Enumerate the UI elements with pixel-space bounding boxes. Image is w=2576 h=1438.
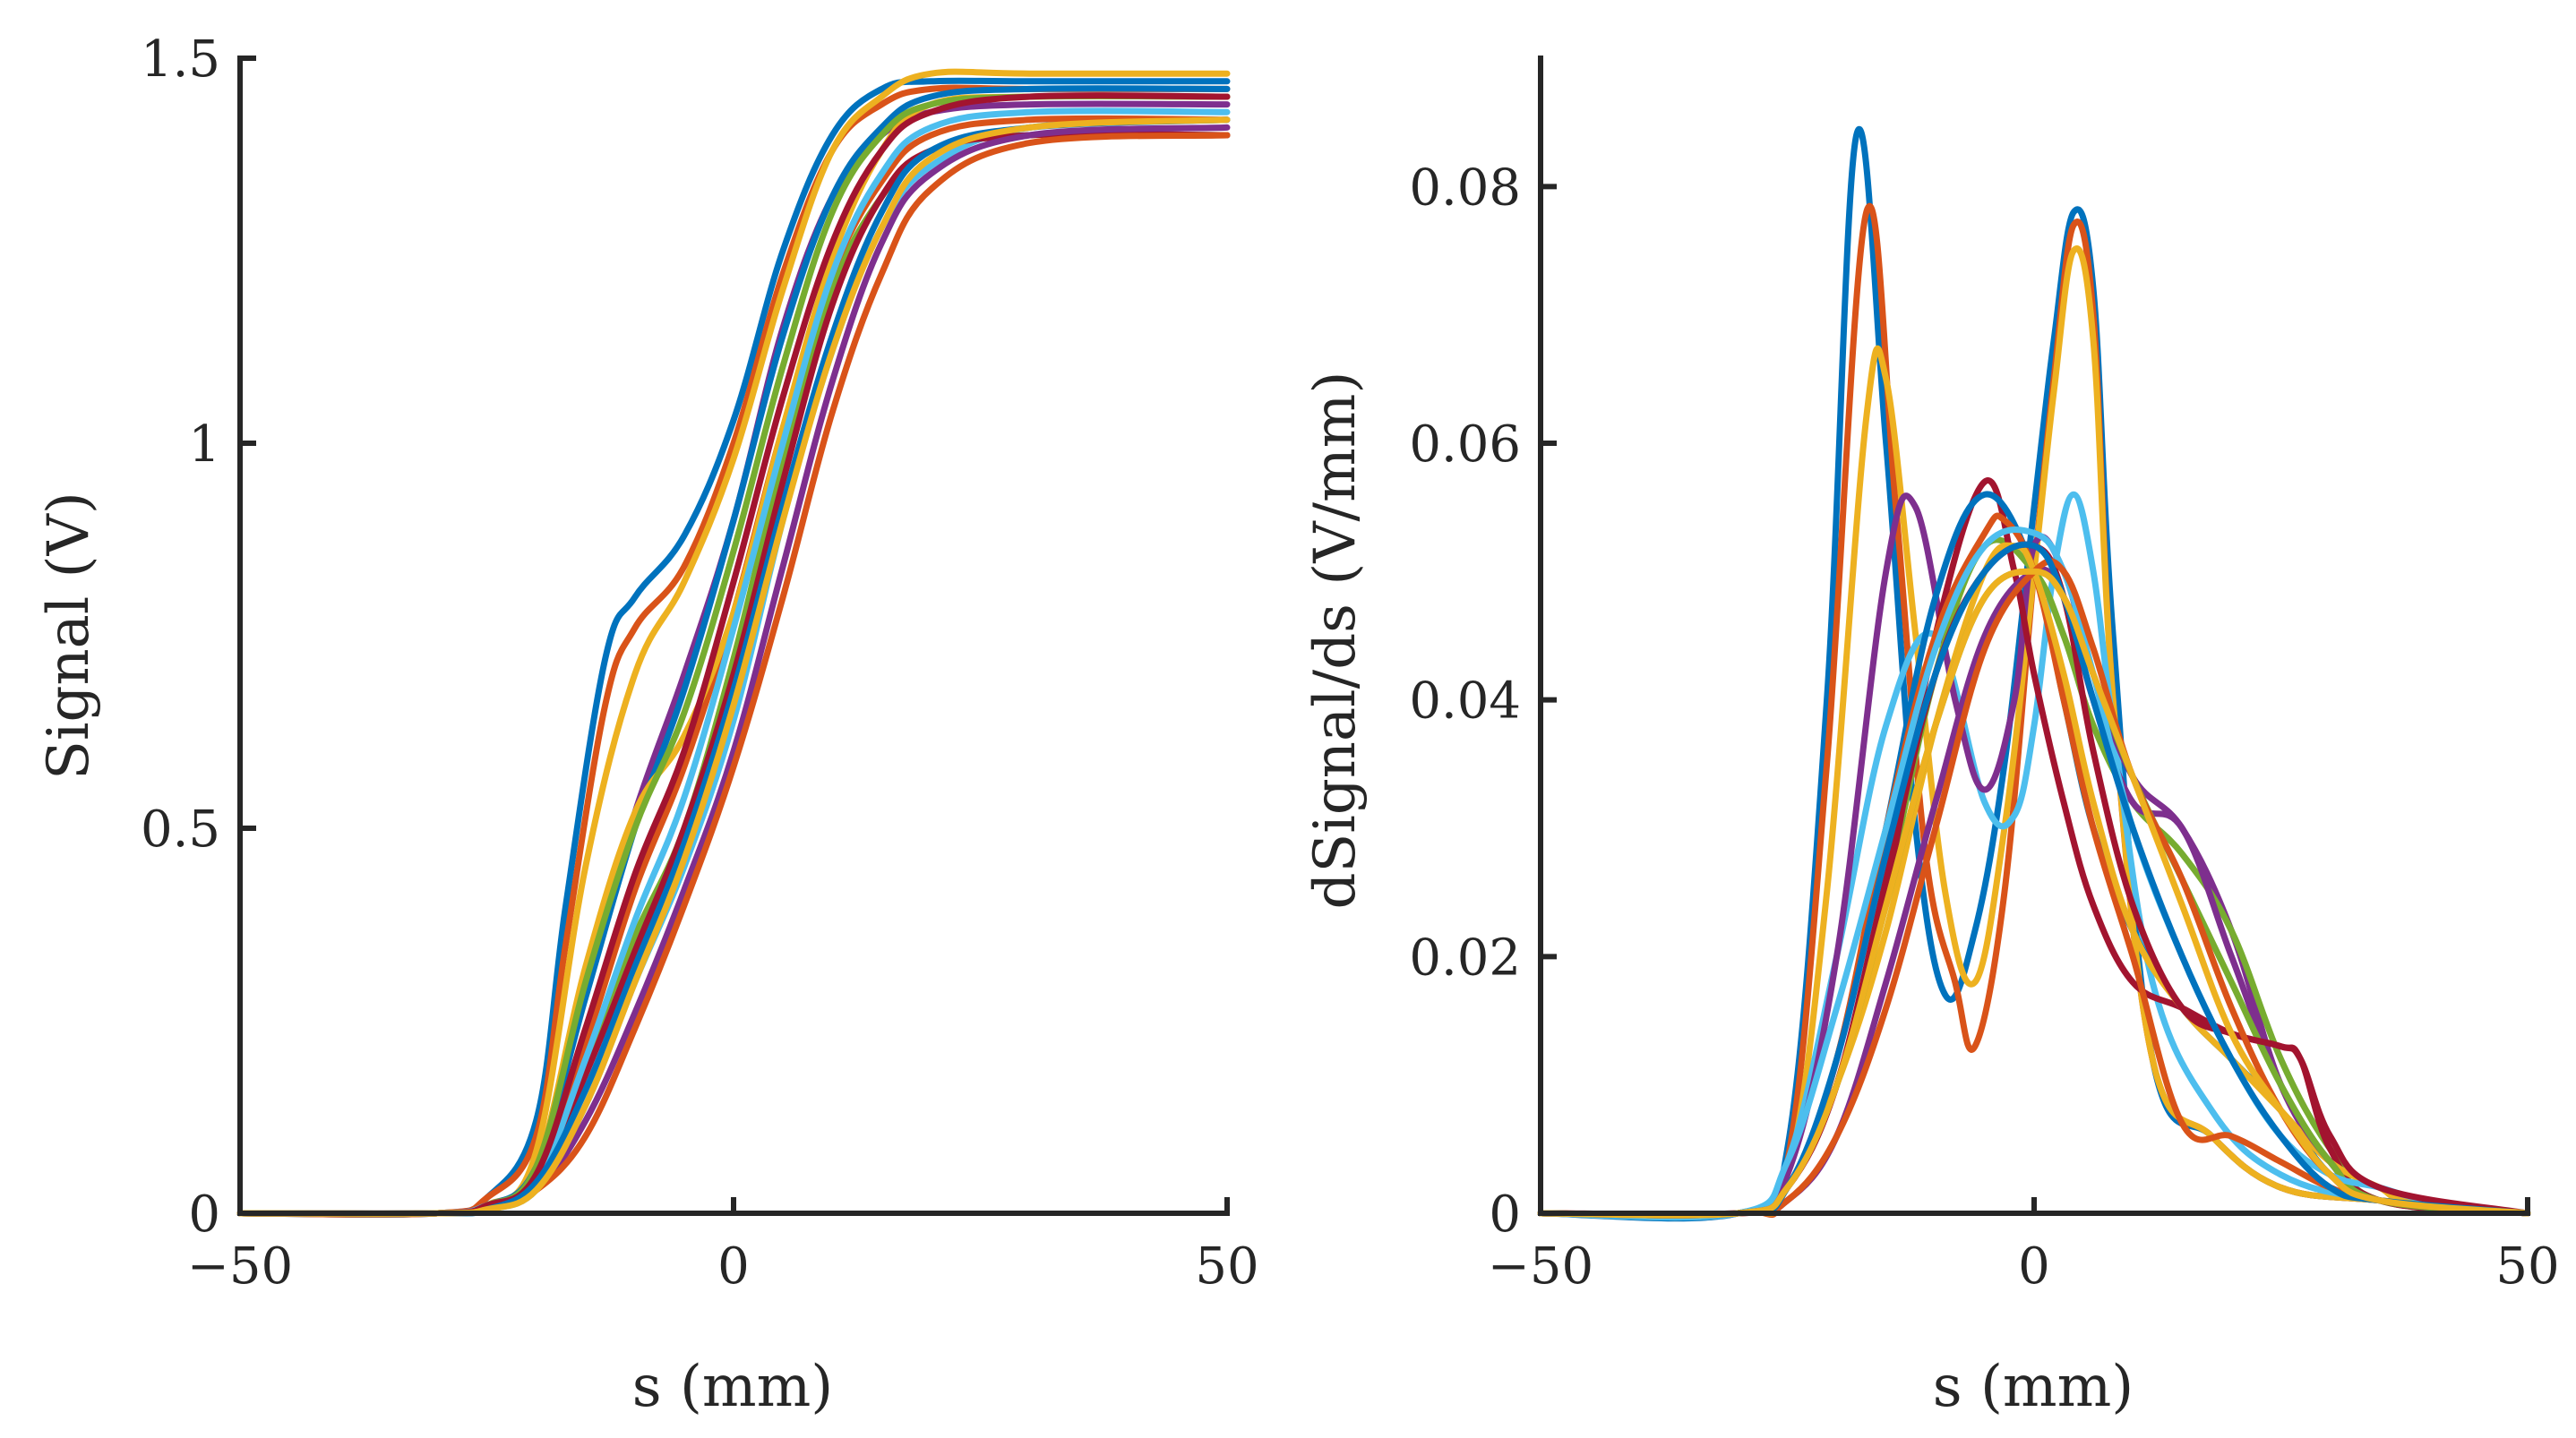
derivative-x-tick-label-0: −50 <box>1488 1237 1593 1296</box>
derivative-y-tick-label-3: 0.06 <box>1409 415 1521 474</box>
derivative-y-tick-label-0: 0 <box>1489 1185 1521 1244</box>
derivative-series-line-13 <box>1537 526 2531 1221</box>
derivative-series-line-14 <box>1537 541 2531 1219</box>
signal-series-line-7 <box>236 131 1231 1218</box>
signal-y-tick-label-2: 1 <box>188 415 220 474</box>
derivative-y-tick-label-2: 0.04 <box>1409 672 1521 731</box>
signal-series-line-3 <box>236 68 1231 1218</box>
derivative-y-tick-label-1: 0.02 <box>1409 929 1521 987</box>
derivative-series-line-9 <box>1537 512 2531 1219</box>
derivative-x-axis-title: s (mm) <box>1933 1354 2134 1420</box>
derivative-series-line-6 <box>1537 536 2531 1219</box>
signal-y-tick-label-1: 0.5 <box>141 800 220 859</box>
signal-series-layer <box>236 68 1231 1218</box>
signal-series-line-2 <box>236 84 1231 1218</box>
signal-x-axis-title: s (mm) <box>632 1354 834 1420</box>
derivative-series-layer <box>1537 125 2531 1222</box>
signal-series-line-14 <box>236 92 1231 1218</box>
derivative-series-line-17 <box>1537 568 2531 1219</box>
derivative-series-line-10 <box>1537 542 2531 1219</box>
signal-series-line-17 <box>236 116 1231 1217</box>
signal-y-axis-title: Signal (V) <box>36 492 102 780</box>
derivative-x-tick-label-2: 50 <box>2495 1237 2559 1296</box>
signal-x-tick-label-2: 50 <box>1195 1237 1258 1296</box>
signal-x-tick-label-0: −50 <box>187 1237 293 1296</box>
signal-y-tick-label-3: 1.5 <box>141 30 220 89</box>
signal-y-tick-label-0: 0 <box>188 1185 220 1244</box>
signal-x-tick-label-1: 0 <box>717 1237 750 1296</box>
derivative-x-tick-label-1: 0 <box>2018 1237 2050 1296</box>
derivative-y-tick-label-4: 0.08 <box>1409 158 1521 217</box>
derivative-y-axis-title: dSignal/ds (V/mm) <box>1302 372 1369 910</box>
derivative-series-line-16 <box>1537 541 2531 1219</box>
derivative-series-line-3 <box>1537 245 2531 1220</box>
